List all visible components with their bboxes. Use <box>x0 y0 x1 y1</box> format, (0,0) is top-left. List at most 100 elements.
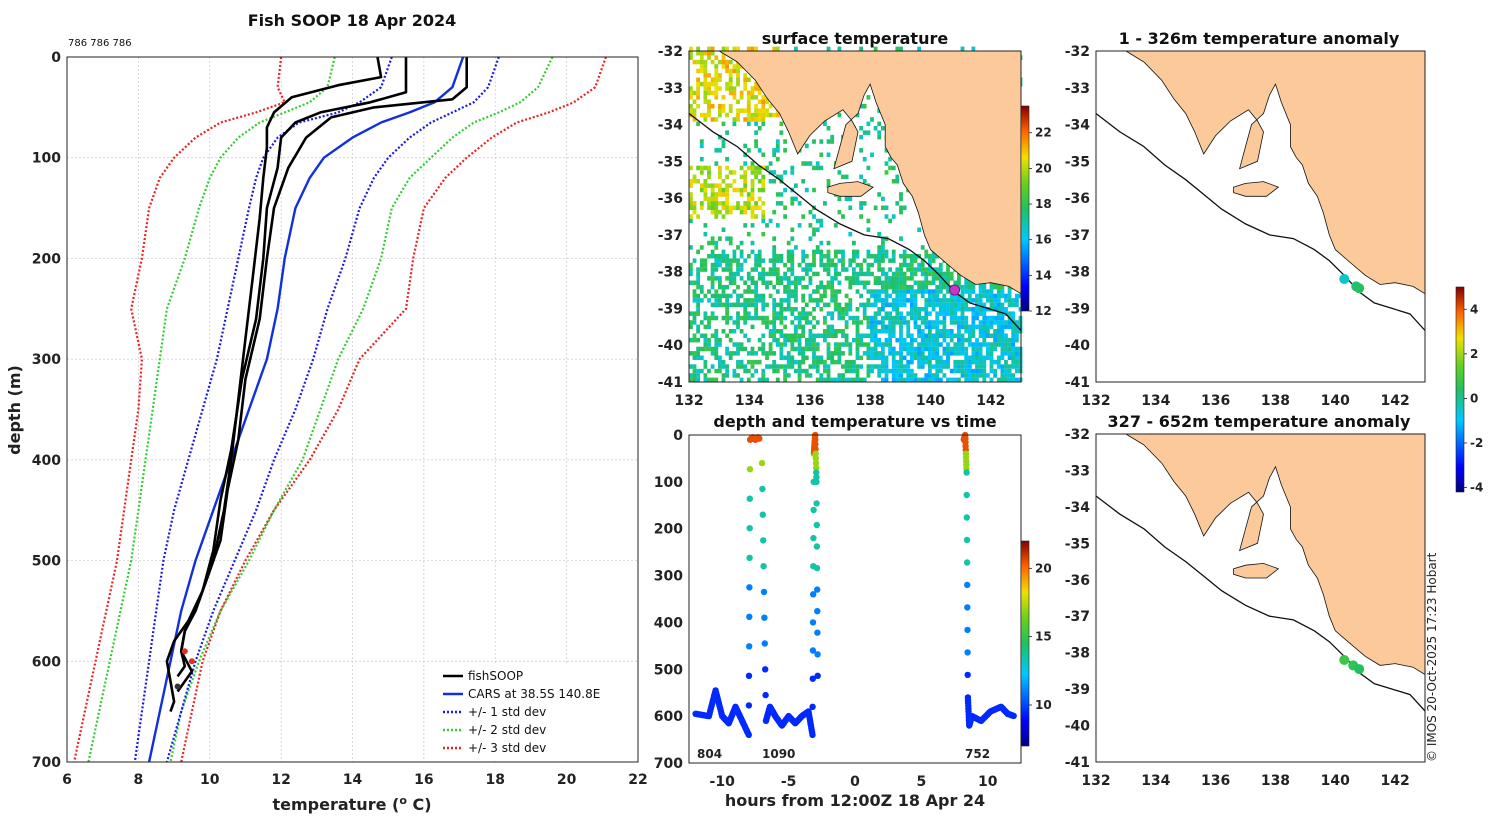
timeseries-point <box>814 672 821 679</box>
timeseries-point <box>812 464 820 471</box>
timeseries-point <box>812 450 819 457</box>
fishsoop-cast-1 <box>176 57 469 678</box>
timeseries-ytick: 200 <box>654 522 683 538</box>
std3-low-line <box>73 56 286 763</box>
std2-low-line <box>87 56 336 763</box>
kangaroo-island <box>1233 562 1280 579</box>
map-ytick: -33 <box>1065 463 1090 479</box>
timeseries-ytick: 700 <box>654 756 683 772</box>
profile-ytick: 400 <box>32 453 61 469</box>
legend-std2: +/- 2 std dev <box>468 723 546 737</box>
map-ytick: -37 <box>1065 609 1090 625</box>
profile-end-marker <box>181 648 188 655</box>
land-mass <box>717 50 1022 295</box>
surface-yticks: -32 -33 -34 -35 -36 -37 -38 -39 -40 -41 <box>658 44 684 391</box>
colorbar-tick: 0 <box>1470 391 1478 405</box>
std1-low-line <box>133 56 393 763</box>
timeseries-point <box>746 466 754 473</box>
timeseries-point <box>762 691 769 699</box>
map-ytick: -38 <box>658 265 683 281</box>
map-ytick: -32 <box>1065 427 1090 443</box>
timeseries-point <box>809 703 816 710</box>
map-ytick: -39 <box>1065 301 1090 317</box>
profile-lines <box>73 56 607 763</box>
timeseries-point <box>963 514 970 521</box>
timeseries-xtick: -5 <box>781 774 797 790</box>
legend-std3: +/- 3 std dev <box>468 741 546 755</box>
surface-title: surface temperature <box>762 29 949 48</box>
anomaly-colorbar-ticks: -4 -2 0 2 4 <box>1464 302 1483 495</box>
colorbar-tick: -4 <box>1470 481 1483 495</box>
map-ytick: -41 <box>1065 375 1090 391</box>
map-xtick: 132 <box>1081 393 1110 409</box>
map-ytick: -33 <box>1065 81 1090 97</box>
anomaly-shallow-title: 1 - 326m temperature anomaly <box>1119 29 1400 48</box>
cast-location-marker <box>1339 274 1350 285</box>
timeseries-point <box>746 613 753 620</box>
fishsoop-cast-2 <box>165 57 408 713</box>
map-ytick: -34 <box>1065 118 1091 134</box>
profile-annotation: 786 786 786 <box>68 38 132 49</box>
legend-box <box>437 663 637 761</box>
map-xtick: 140 <box>1321 773 1350 789</box>
kangaroo-island <box>827 181 874 197</box>
profile-ytick: 200 <box>32 251 61 267</box>
map-xtick: 142 <box>976 393 1005 409</box>
colorbar-tick: 2 <box>1470 347 1478 361</box>
anomaly-colorbar <box>1455 286 1465 493</box>
colorbar-tick: 20 <box>1035 561 1052 575</box>
timeseries-point <box>814 651 821 658</box>
map-xtick: 138 <box>855 393 884 409</box>
cast-location-marker <box>1354 283 1365 294</box>
surface-xticks: 132 134 136 138 140 142 <box>674 393 1005 409</box>
profile-xtick: 10 <box>200 772 220 788</box>
xlabel-end: C) <box>407 795 432 814</box>
colorbar-tick: 22 <box>1035 126 1052 140</box>
anomaly-deep-yticks: -32 -33 -34 -35 -36 -37 -38 -39 -40 -41 <box>1065 427 1091 771</box>
map-xtick: 136 <box>1201 773 1230 789</box>
map-xtick: 134 <box>1141 393 1170 409</box>
map-xtick: 134 <box>735 393 764 409</box>
profile-ytick: 0 <box>51 50 61 66</box>
colorbar-tick: 10 <box>1035 698 1052 712</box>
map-ytick: -41 <box>1065 755 1090 771</box>
timeseries-panel: depth and temperature vs time -10 -5 0 5 10 … <box>654 412 1052 810</box>
timeseries-xtick: 10 <box>978 774 998 790</box>
timeseries-colorbar-ticks: 10 15 20 <box>1029 561 1052 712</box>
std3-high-line <box>180 56 607 763</box>
anomaly-deep-panel: 327 - 652m temperature anomaly 132 134 136… <box>1065 412 1426 789</box>
colorbar-tick: 16 <box>1035 233 1052 247</box>
map-ytick: -40 <box>1065 338 1091 354</box>
profile-legend: fishSOOP CARS at 38.5S 140.8E +/- 1 std … <box>437 663 637 761</box>
map-xtick: 142 <box>1380 773 1409 789</box>
timeseries-point <box>759 485 766 493</box>
map-ytick: -36 <box>1065 191 1090 207</box>
profile-ytick: 600 <box>32 654 61 670</box>
map-ytick: -34 <box>1065 500 1091 516</box>
legend-fishsoop: fishSOOP <box>468 669 523 683</box>
std1-high-line <box>165 56 500 763</box>
timeseries-point <box>809 731 816 739</box>
timeseries-point <box>745 731 752 739</box>
timeseries-point <box>810 534 817 542</box>
timeseries-point <box>761 614 768 621</box>
shelf-contour <box>688 112 1022 331</box>
timeseries-point <box>760 563 767 570</box>
anomaly-shallow-yticks: -32 -33 -34 -35 -36 -37 -38 -39 -40 -41 <box>1065 44 1091 391</box>
profile-xtick: 18 <box>486 772 505 788</box>
timeseries-point <box>812 445 819 453</box>
timeseries-point <box>809 647 817 654</box>
map-xtick: 132 <box>1081 773 1110 789</box>
anomaly-deep-body <box>1095 433 1426 712</box>
timeseries-point <box>812 459 820 467</box>
xlabel-text: temperature ( <box>272 795 399 814</box>
timeseries-xtick: 0 <box>850 774 860 790</box>
map-ytick: -36 <box>1065 573 1090 589</box>
profile-xtick: 12 <box>271 772 290 788</box>
timeseries-yticks: 0 100 200 300 400 500 600 700 <box>654 428 683 772</box>
timeseries-point <box>810 591 817 598</box>
timeseries-point <box>964 581 971 589</box>
shelf-contour <box>1095 495 1426 712</box>
map-xtick: 132 <box>674 393 703 409</box>
timeseries-point <box>964 671 971 679</box>
